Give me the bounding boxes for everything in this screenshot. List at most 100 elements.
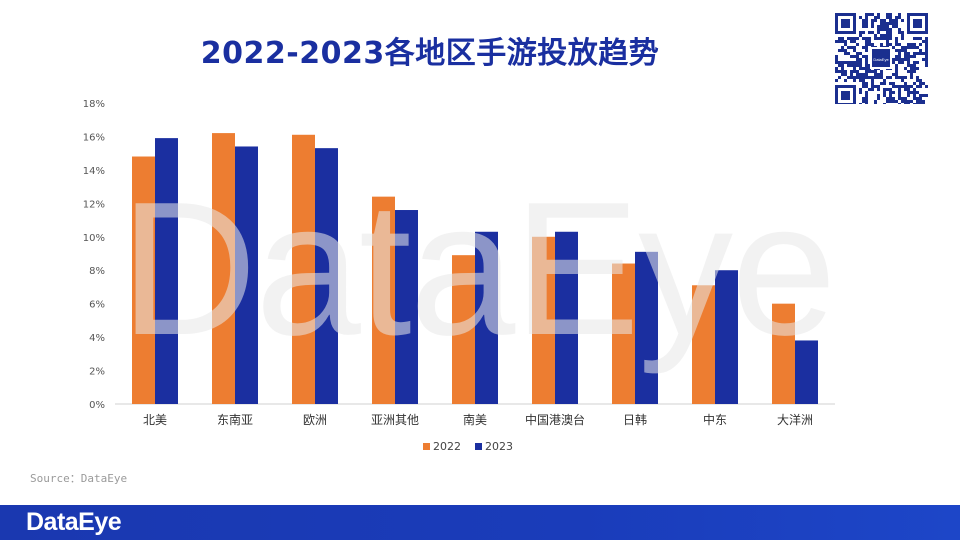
qr-module (889, 91, 892, 94)
qr-module (844, 25, 847, 28)
qr-module (889, 97, 892, 100)
qr-module (916, 91, 919, 94)
qr-module (907, 94, 910, 97)
qr-module (886, 16, 889, 19)
qr-module (871, 79, 874, 82)
qr-module (877, 94, 880, 97)
qr-module (901, 100, 904, 103)
qr-module (907, 31, 910, 34)
qr-module (859, 52, 862, 55)
qr-module (847, 31, 850, 34)
qr-module (883, 91, 886, 94)
qr-module (874, 100, 877, 103)
qr-module (841, 61, 844, 64)
qr-module (922, 58, 925, 61)
qr-module (868, 64, 871, 67)
qr-module (886, 97, 889, 100)
qr-module (892, 61, 895, 64)
qr-module (847, 76, 850, 79)
qr-module (907, 70, 910, 73)
qr-module (907, 58, 910, 61)
qr-module (880, 19, 883, 22)
qr-module (856, 52, 859, 55)
qr-module (841, 31, 844, 34)
qr-module (841, 19, 844, 22)
qr-module (916, 22, 919, 25)
qr-code: DataEye (834, 12, 928, 106)
qr-module (847, 85, 850, 88)
qr-module (874, 85, 877, 88)
qr-module (880, 34, 883, 37)
qr-module (865, 40, 868, 43)
x-category-label: 南美 (463, 412, 487, 427)
x-category-label: 亚洲其他 (371, 413, 419, 427)
qr-module (835, 28, 838, 31)
qr-module (841, 91, 844, 94)
qr-module (895, 16, 898, 19)
qr-module (889, 19, 892, 22)
qr-module (853, 88, 856, 91)
qr-module (865, 13, 868, 16)
bar-2022 (292, 134, 315, 404)
qr-module (841, 25, 844, 28)
qr-module (835, 100, 838, 103)
qr-module (847, 52, 850, 55)
qr-module (889, 82, 892, 85)
qr-module (880, 37, 883, 40)
qr-module (889, 88, 892, 91)
qr-module (904, 46, 907, 49)
bar-2023 (715, 270, 738, 404)
qr-module (901, 76, 904, 79)
qr-module (874, 70, 877, 73)
qr-module (916, 67, 919, 70)
qr-module (892, 82, 895, 85)
qr-module (880, 22, 883, 25)
qr-module (865, 67, 868, 70)
qr-module (850, 64, 853, 67)
y-tick-label: 8% (89, 266, 105, 277)
qr-module (880, 70, 883, 73)
qr-module (856, 55, 859, 58)
qr-module (865, 37, 868, 40)
qr-module (853, 22, 856, 25)
qr-module (862, 82, 865, 85)
qr-module (847, 61, 850, 64)
qr-module (919, 31, 922, 34)
qr-module (841, 46, 844, 49)
qr-module (889, 16, 892, 19)
qr-module (883, 34, 886, 37)
qr-module (847, 97, 850, 100)
qr-module (889, 94, 892, 97)
qr-module (907, 91, 910, 94)
legend-swatch (475, 443, 482, 450)
qr-module (871, 88, 874, 91)
qr-module (862, 79, 865, 82)
qr-module (913, 43, 916, 46)
qr-module (883, 22, 886, 25)
bar-2023 (315, 148, 338, 404)
qr-module (901, 34, 904, 37)
qr-module (862, 73, 865, 76)
qr-module (880, 76, 883, 79)
qr-module (859, 67, 862, 70)
qr-module (901, 58, 904, 61)
qr-module (874, 19, 877, 22)
qr-module (844, 13, 847, 16)
qr-module (835, 70, 838, 73)
x-category-label: 日韩 (623, 412, 647, 427)
qr-module (913, 97, 916, 100)
qr-module (865, 94, 868, 97)
qr-module (907, 25, 910, 28)
qr-module (847, 19, 850, 22)
qr-module (892, 73, 895, 76)
qr-module (856, 73, 859, 76)
qr-module (922, 100, 925, 103)
qr-module (892, 85, 895, 88)
bar-2023 (795, 340, 818, 404)
qr-module (862, 31, 865, 34)
qr-module (853, 97, 856, 100)
qr-module (853, 49, 856, 52)
qr-module (853, 28, 856, 31)
qr-module (838, 49, 841, 52)
